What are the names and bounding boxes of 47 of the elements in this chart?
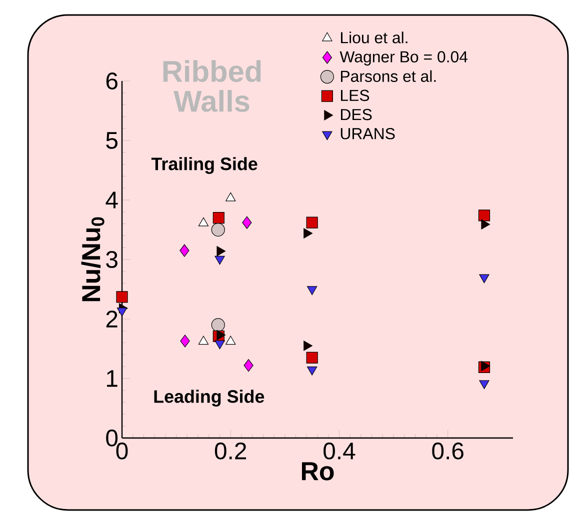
point — [304, 228, 312, 238]
point — [478, 210, 490, 222]
point — [481, 360, 490, 372]
point — [180, 244, 190, 257]
point — [211, 318, 225, 332]
point — [481, 219, 490, 230]
point — [212, 212, 224, 224]
legend-label: URANS — [340, 128, 395, 140]
legend-label: Parsons et al. — [341, 70, 436, 82]
y-axis-title: Nu/Nu$_{0}$ — [81, 217, 104, 302]
point — [306, 216, 318, 228]
legend-label: Wagner Bo = 0.04 — [340, 51, 468, 66]
point — [304, 340, 312, 351]
point — [306, 352, 318, 364]
point — [214, 256, 225, 265]
legend-label: LES — [341, 90, 370, 102]
x-tick-label: 0.6 — [432, 442, 464, 460]
x-tick-label: 0.2 — [214, 442, 246, 460]
x-tick-label: 0.4 — [324, 442, 356, 460]
y-tick-label: 6 — [106, 72, 118, 90]
point — [244, 359, 254, 372]
point — [479, 380, 490, 390]
point — [307, 286, 318, 296]
point — [116, 291, 128, 303]
point — [180, 334, 190, 348]
y-tick-label: 4 — [106, 192, 118, 208]
point — [116, 308, 128, 316]
point — [216, 246, 226, 256]
y-tick-label: 1 — [107, 370, 118, 387]
point — [242, 216, 252, 229]
point — [214, 340, 225, 350]
chart-title: Ribbed Walls — [163, 60, 261, 112]
point — [216, 330, 226, 340]
annotation: Leading Side — [154, 390, 264, 407]
point — [479, 274, 490, 284]
point — [307, 366, 318, 376]
y-tick-label: 3 — [106, 251, 118, 268]
annotation: Trailing Side — [151, 157, 258, 174]
legend-label: DES — [341, 108, 372, 120]
y-tick-label: 2 — [106, 310, 118, 328]
y-tick-label: 5 — [106, 132, 118, 149]
y-tick-label: 0 — [106, 430, 118, 446]
x-axis-title: Ro — [302, 462, 334, 480]
point — [211, 222, 225, 237]
point — [198, 217, 209, 226]
legend-label: Liou et al. — [341, 32, 408, 44]
point — [226, 192, 236, 202]
